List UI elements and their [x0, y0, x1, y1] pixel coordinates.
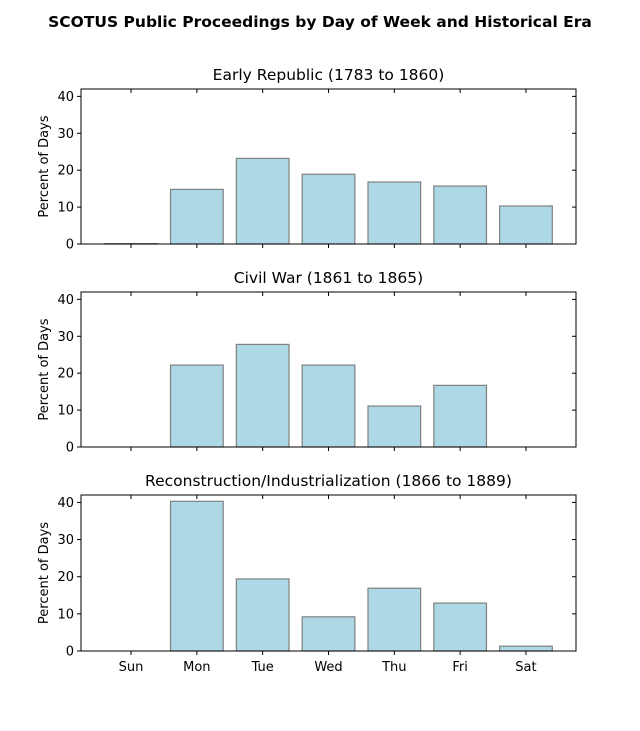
bar-tue [235, 343, 290, 448]
x-tick-label-mon: Mon [183, 660, 210, 675]
x-tick-label-tue: Tue [251, 660, 274, 675]
y-tick-label: 0 [66, 441, 74, 456]
bar-mon [169, 500, 224, 652]
chart-panel-1: 0 10 20 30 40 Early Republic (1783 to 1860) Pe… [37, 66, 577, 253]
y-tick-label: 10 [57, 201, 74, 216]
y-tick-label: 20 [57, 367, 74, 382]
y-tick-label: 0 [66, 238, 74, 253]
y-tick-label: 30 [57, 330, 74, 345]
y-tick-label: 10 [57, 404, 74, 419]
chart-panels: 0 10 20 30 40 Early Republic (1783 to 1860) Pe… [37, 66, 577, 675]
x-tick-label-sat: Sat [515, 660, 536, 675]
bar-mon [169, 188, 224, 245]
y-tick-label: 40 [57, 293, 74, 308]
x-tick-label-sun: Sun [119, 660, 144, 675]
bar-sat [499, 645, 553, 652]
bar-tue [235, 578, 290, 652]
bar-mon [169, 364, 224, 448]
bar-thu [367, 587, 422, 652]
y-axis-label: Percent of Days [37, 522, 52, 624]
figure-title: SCOTUS Public Proceedings by Day of Week… [48, 13, 592, 31]
y-tick-label: 10 [57, 607, 74, 622]
x-tick-label-wed: Wed [314, 660, 342, 675]
panel-title: Civil War (1861 to 1865) [234, 269, 423, 287]
bar-fri [433, 602, 488, 652]
chart-panel-3: 0 10 20 30 40 Sun Mon Tue Wed Thu Fri Sat Reconstruc… [37, 472, 577, 675]
y-tick-label: 40 [57, 90, 74, 105]
y-tick-label: 20 [57, 570, 74, 585]
bar-wed [301, 616, 356, 652]
bar-tue [235, 157, 290, 245]
bar-wed [301, 364, 356, 448]
panel-title: Early Republic (1783 to 1860) [213, 66, 445, 84]
y-tick-label: 40 [57, 496, 74, 511]
bar-thu [367, 181, 422, 245]
y-tick-label: 30 [57, 127, 74, 142]
bar-fri [433, 384, 488, 448]
bar-fri [433, 185, 488, 245]
x-tick-label-fri: Fri [452, 660, 468, 675]
bar-thu [367, 405, 422, 448]
x-tick-label-thu: Thu [381, 660, 406, 675]
y-axis-label: Percent of Days [37, 115, 52, 217]
panel-title: Reconstruction/Industrialization (1866 t… [145, 472, 512, 490]
chart-panel-2: 0 10 20 30 40 Civil War (1861 to 1865) Percent… [37, 269, 577, 456]
y-tick-label: 30 [57, 533, 74, 548]
bar-sat [499, 205, 553, 245]
y-axis-label: Percent of Days [37, 318, 52, 420]
y-tick-label: 0 [66, 645, 74, 660]
bar-wed [301, 173, 356, 245]
y-tick-label: 20 [57, 164, 74, 179]
